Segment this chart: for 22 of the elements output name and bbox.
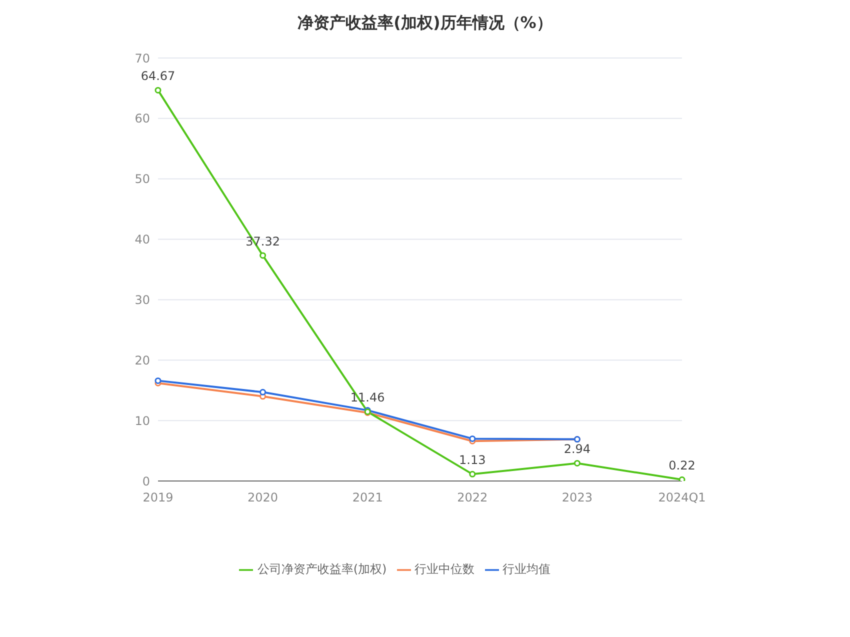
legend-label: 行业中位数	[414, 562, 475, 576]
y-tick-label: 70	[134, 51, 150, 66]
data-label: 1.13	[459, 453, 486, 468]
y-tick-label: 50	[134, 172, 150, 186]
y-tick-label: 10	[134, 414, 150, 428]
y-tick-label: 40	[134, 232, 150, 247]
y-tick-label: 20	[134, 353, 150, 368]
legend-label: 行业均值	[502, 562, 551, 576]
x-tick-label: 2023	[562, 490, 592, 505]
y-tick-label: 30	[134, 292, 150, 307]
legend-label: 公司净资产收益率(加权)	[257, 562, 387, 576]
x-tick-label: 2024Q1	[658, 490, 706, 505]
y-tick-label: 60	[134, 112, 150, 126]
data-label: 2.94	[564, 442, 591, 456]
x-tick-label: 2022	[457, 490, 488, 505]
data-label: 0.22	[668, 458, 696, 473]
data-label: 64.67	[140, 69, 176, 84]
y-tick-label: 0	[142, 474, 150, 488]
chart-title: 净资产收益率(加权)历年情况（%）	[296, 12, 554, 34]
x-tick-label: 2020	[248, 490, 278, 505]
x-tick-label: 2021	[352, 490, 383, 505]
x-tick-label: 2019	[142, 490, 174, 505]
